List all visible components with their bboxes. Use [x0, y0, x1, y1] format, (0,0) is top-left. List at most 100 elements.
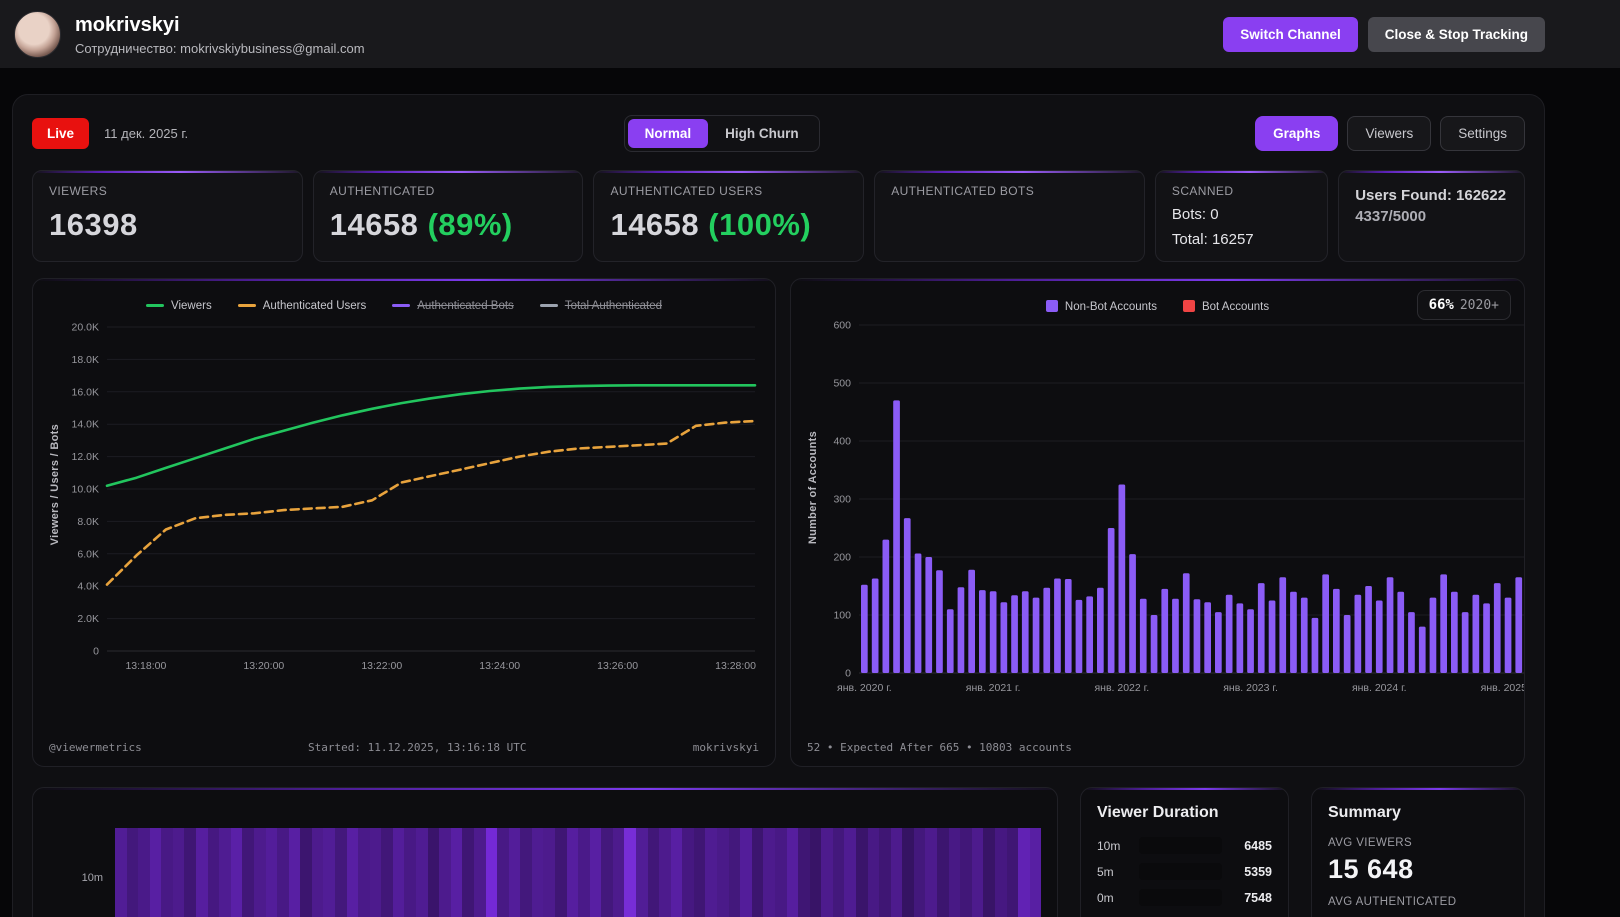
stream-date: 11 дек. 2025 г. [104, 126, 189, 141]
svg-text:янв. 2025 г.: янв. 2025 г. [1481, 682, 1525, 694]
duration-row-10m: 10m 6485 [1097, 837, 1272, 854]
svg-text:янв. 2024 г.: янв. 2024 г. [1352, 682, 1407, 694]
accounts-plot-area: Number of Accounts 0 100 200 300 400 500 600 ян… [801, 317, 1524, 718]
avg-authenticated-label: AVG AUTHENTICATED [1328, 896, 1457, 908]
card-authenticated: AUTHENTICATED 14658 (89%) [312, 170, 584, 262]
viewer-duration-panel: Viewer Duration 10m 6485 5m 5359 0m 7548 [1080, 787, 1289, 917]
card-authenticated-percent: (89%) [427, 207, 513, 242]
heatmap-strip [115, 828, 1042, 917]
timeline-plot-area: Viewers / Users / Bots 0 2.0K 4.0K 6.0K 8.0K… [43, 317, 765, 712]
accounts-footer: 52 • Expected After 665 • 10803 accounts [801, 733, 1514, 762]
card-scanned: SCANNED Bots: 0 Total: 16257 [1154, 170, 1329, 262]
duration-value: 5359 [1244, 864, 1272, 879]
avg-viewers-value: 15 648 [1328, 854, 1414, 884]
charts-row: Viewers Authenticated Users Authenticated … [32, 278, 1525, 767]
svg-text:13:18:00: 13:18:00 [125, 660, 166, 672]
tab-graphs[interactable]: Graphs [1255, 116, 1339, 151]
tab-viewers[interactable]: Viewers [1347, 116, 1432, 151]
card-users-found-value: Users Found: 162622 [1355, 187, 1507, 204]
accounts-footer-stats: 52 • Expected After 665 • 10803 accounts [807, 741, 1072, 754]
accounts-legend: Non-Bot Accounts Bot Accounts [801, 287, 1514, 317]
heatmap-row-10m: 10m [49, 828, 1042, 917]
svg-text:янв. 2023 г.: янв. 2023 г. [1223, 682, 1278, 694]
card-scanned-total: Total: 16257 [1171, 231, 1254, 248]
svg-text:13:20:00: 13:20:00 [243, 660, 284, 672]
card-viewers-label: VIEWERS [49, 184, 108, 198]
duration-value: 7548 [1244, 890, 1272, 905]
card-scanned-bots: Bots: 0 [1171, 206, 1219, 223]
accounts-chart: 0 100 200 300 400 500 600 янв. 2020 г. янв. 2021… [833, 320, 1525, 694]
card-authenticated-bots-label: AUTHENTICATED BOTS [891, 184, 1035, 198]
svg-text:18.0K: 18.0K [72, 354, 99, 366]
legend-item-bot-accounts[interactable]: Bot Accounts [1182, 299, 1269, 313]
timeline-chart: 0 2.0K 4.0K 6.0K 8.0K 10.0K 12.0K 14.0K 16.0K 18.… [72, 322, 757, 672]
svg-text:13:28:00: 13:28:00 [715, 660, 756, 672]
legend-item-non-bot-accounts[interactable]: Non-Bot Accounts [1045, 299, 1157, 313]
live-badge: Live [32, 118, 90, 149]
svg-text:300: 300 [833, 494, 851, 506]
viewer-duration-rows: 10m 6485 5m 5359 0m 7548 [1097, 837, 1272, 906]
channel-subtitle: Сотрудничество: mokrivskiybusiness@gmail… [75, 40, 365, 56]
legend-item-total-authenticated[interactable]: Total Authenticated [539, 300, 662, 312]
card-authenticated-bots: AUTHENTICATED BOTS [874, 170, 1145, 262]
svg-text:13:24:00: 13:24:00 [479, 660, 520, 672]
duration-bar-track [1139, 863, 1222, 880]
card-authenticated-users-label: AUTHENTICATED USERS [610, 184, 763, 198]
mode-toggle: Normal High Churn [623, 115, 820, 152]
close-stop-tracking-button[interactable]: Close & Stop Tracking [1367, 16, 1545, 52]
timeline-chart-panel: Viewers Authenticated Users Authenticated … [32, 278, 776, 767]
avatar [14, 10, 61, 58]
bottom-row: 10m Viewer Duration 10m 6485 5m 5359 0m 7548 … [32, 787, 1525, 917]
top-header: mokrivskyi Сотрудничество: mokrivskiybus… [0, 0, 1620, 68]
svg-text:16.0K: 16.0K [72, 386, 99, 398]
card-authenticated-users: AUTHENTICATED USERS 14658 (100%) [593, 170, 865, 262]
mode-normal-option[interactable]: Normal [627, 119, 709, 148]
header-actions: Switch Channel Close & Stop Tracking [1223, 16, 1545, 52]
accounts-age-suffix: 2020+ [1459, 298, 1499, 313]
svg-text:13:22:00: 13:22:00 [361, 660, 402, 672]
svg-text:500: 500 [833, 378, 851, 390]
mode-high-churn-option[interactable]: High Churn [708, 119, 816, 148]
channel-info: mokrivskyi Сотрудничество: mokrivskiybus… [75, 13, 365, 56]
svg-text:20.0K: 20.0K [72, 322, 99, 334]
svg-text:400: 400 [833, 436, 851, 448]
timeline-legend: Viewers Authenticated Users Authenticated … [43, 287, 765, 317]
tab-settings[interactable]: Settings [1440, 116, 1525, 151]
channel-title: mokrivskyi [75, 13, 180, 36]
summary-title: Summary [1328, 804, 1401, 821]
legend-item-authenticated-users[interactable]: Authenticated Users [237, 300, 366, 312]
svg-text:янв. 2022 г.: янв. 2022 г. [1094, 682, 1149, 694]
switch-channel-button[interactable]: Switch Channel [1223, 16, 1358, 52]
summary-panel: Summary AVG VIEWERS 15 648 AVG AUTHENTIC… [1311, 787, 1525, 917]
svg-text:2.0K: 2.0K [77, 613, 99, 625]
viewer-duration-title: Viewer Duration [1097, 804, 1219, 821]
svg-text:янв. 2021 г.: янв. 2021 г. [966, 682, 1021, 694]
svg-text:100: 100 [833, 610, 851, 622]
view-tabs: Graphs Viewers Settings [1255, 116, 1525, 151]
card-users-found-quota: 4337/5000 [1355, 208, 1427, 226]
svg-text:0: 0 [93, 646, 99, 658]
svg-text:4.0K: 4.0K [77, 581, 99, 593]
accounts-age-badge: 66% 2020+ [1416, 290, 1511, 320]
card-viewers: VIEWERS 16398 [32, 170, 303, 262]
channel-name-footer: mokrivskyi [692, 741, 759, 754]
card-scanned-label: SCANNED [1171, 184, 1234, 198]
svg-text:13:26:00: 13:26:00 [597, 660, 638, 672]
svg-text:10.0K: 10.0K [72, 484, 99, 496]
svg-text:6.0K: 6.0K [77, 548, 99, 560]
card-users-found: Users Found: 162622 4337/5000 [1338, 170, 1525, 262]
duration-row-5m: 5m 5359 [1097, 863, 1272, 880]
legend-item-authenticated-bots[interactable]: Authenticated Bots [392, 300, 514, 312]
card-authenticated-users-value: 14658 (100%) [610, 207, 812, 242]
started-timestamp: Started: 11.12.2025, 13:16:18 UTC [307, 741, 527, 754]
controls-row: Live 11 дек. 2025 г. Normal High Churn G… [32, 115, 1525, 152]
duration-row-0m: 0m 7548 [1097, 889, 1272, 906]
card-authenticated-users-percent: (100%) [708, 207, 812, 242]
accounts-chart-panel: 66% 2020+ Non-Bot Accounts Bot Accounts Nu… [790, 278, 1525, 767]
svg-text:янв. 2020 г.: янв. 2020 г. [837, 682, 892, 694]
duration-heatmap-panel: 10m [32, 787, 1058, 917]
legend-item-viewers[interactable]: Viewers [146, 300, 212, 312]
svg-text:8.0K: 8.0K [77, 516, 99, 528]
main-panel: Live 11 дек. 2025 г. Normal High Churn G… [12, 94, 1545, 917]
accounts-age-percent: 66% [1428, 297, 1454, 313]
